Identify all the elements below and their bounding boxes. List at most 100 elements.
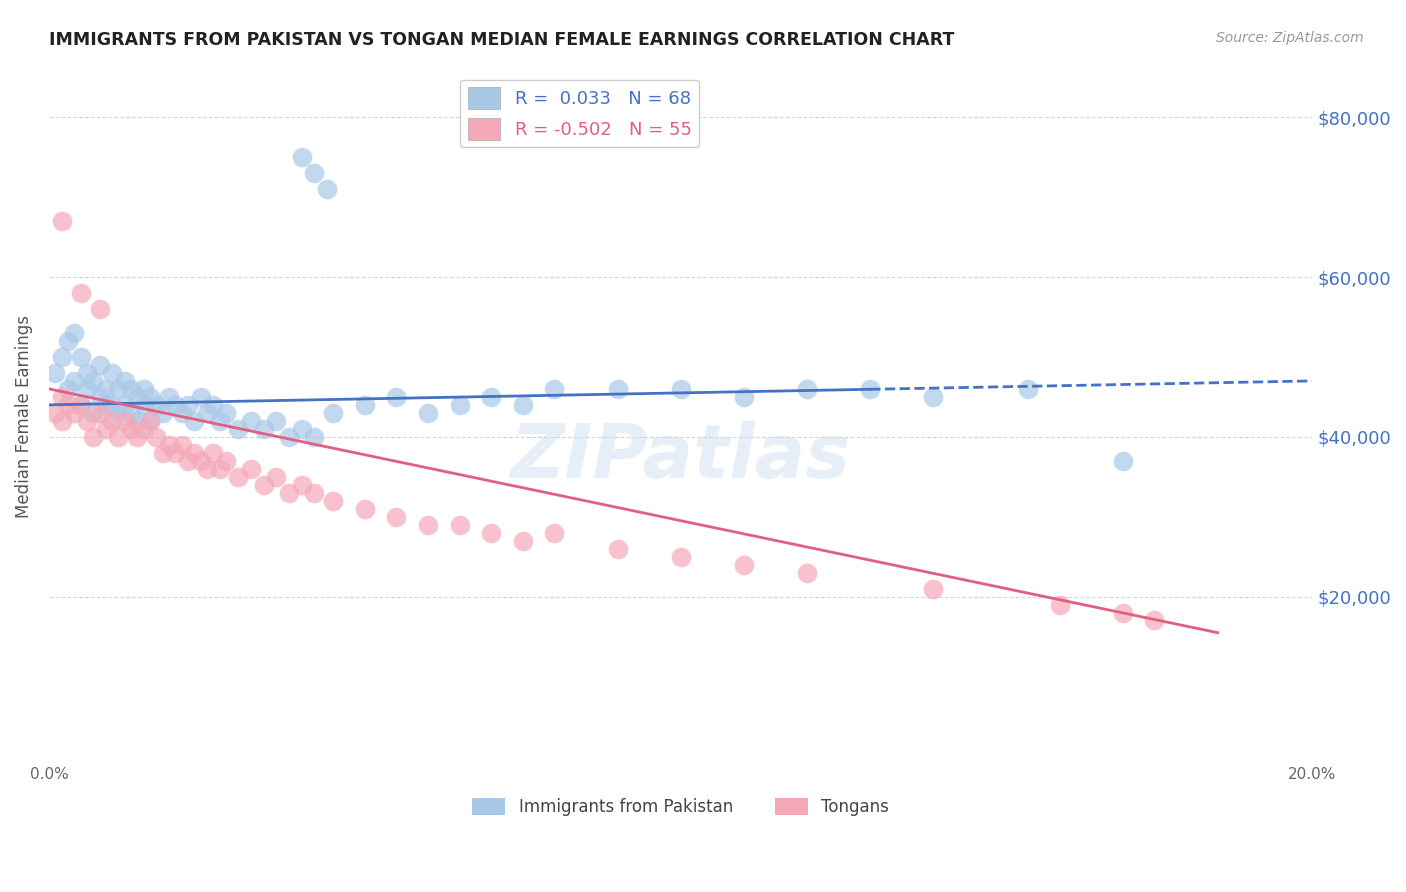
Point (1143, 614, 1166, 628)
Point (202, 446, 225, 460)
Point (669, 382, 692, 396)
Point (145, 430, 167, 444)
Point (796, 566, 818, 580)
Point (82, 374, 104, 388)
Point (120, 406, 142, 420)
Point (669, 549, 692, 564)
Point (94, 382, 117, 396)
Point (69, 398, 91, 412)
Point (120, 422, 142, 436)
Point (139, 414, 162, 428)
Point (240, 462, 263, 476)
Point (69, 398, 91, 412)
Point (253, 477, 276, 491)
Point (127, 430, 149, 444)
Point (101, 366, 124, 380)
Point (240, 414, 263, 428)
Point (183, 414, 205, 428)
Point (94, 422, 117, 436)
Point (253, 422, 276, 436)
Point (322, 406, 344, 420)
Point (266, 414, 288, 428)
Point (606, 382, 628, 396)
Point (145, 398, 167, 412)
Point (202, 398, 225, 412)
Point (190, 390, 212, 404)
Point (606, 541, 628, 556)
Point (69, 286, 91, 301)
Text: IMMIGRANTS FROM PAKISTAN VS TONGAN MEDIAN FEMALE EARNINGS CORRELATION CHART: IMMIGRANTS FROM PAKISTAN VS TONGAN MEDIA… (49, 31, 955, 49)
Point (44, 406, 66, 420)
Point (922, 582, 945, 596)
Point (1112, 606, 1135, 620)
Point (56, 334, 79, 348)
Point (195, 406, 218, 420)
Point (215, 406, 238, 420)
Point (165, 398, 187, 412)
Point (479, 525, 502, 540)
Point (922, 390, 945, 404)
Point (1049, 598, 1071, 612)
Point (177, 398, 200, 412)
Point (304, 430, 326, 444)
Point (228, 422, 250, 436)
Point (101, 398, 124, 412)
Point (543, 525, 565, 540)
Point (228, 469, 250, 483)
Point (114, 374, 136, 388)
Point (733, 558, 755, 572)
Point (512, 533, 534, 548)
Point (416, 517, 439, 532)
Point (107, 430, 129, 444)
Point (733, 390, 755, 404)
Point (385, 390, 408, 404)
Point (157, 390, 180, 404)
Point (56, 382, 79, 396)
Point (56, 398, 79, 412)
Point (51, 390, 73, 404)
Point (165, 446, 187, 460)
Point (114, 414, 136, 428)
Point (278, 430, 301, 444)
Point (304, 166, 326, 180)
Point (291, 422, 314, 436)
Point (63, 406, 86, 420)
Point (195, 462, 218, 476)
Point (183, 446, 205, 460)
Text: ZIPatlas: ZIPatlas (510, 421, 851, 494)
Point (353, 501, 375, 516)
Point (291, 477, 314, 491)
Point (89, 358, 111, 372)
Point (416, 406, 439, 420)
Point (512, 398, 534, 412)
Y-axis label: Median Female Earnings: Median Female Earnings (15, 316, 32, 518)
Legend: Immigrants from Pakistan, Tongans: Immigrants from Pakistan, Tongans (465, 791, 896, 822)
Point (543, 382, 565, 396)
Point (304, 485, 326, 500)
Point (170, 438, 193, 452)
Point (479, 390, 502, 404)
Point (1112, 454, 1135, 468)
Point (449, 517, 471, 532)
Point (385, 509, 408, 524)
Point (44, 366, 66, 380)
Point (322, 493, 344, 508)
Point (449, 398, 471, 412)
Point (101, 414, 124, 428)
Point (291, 150, 314, 164)
Point (89, 301, 111, 316)
Point (69, 350, 91, 364)
Point (107, 406, 129, 420)
Point (152, 406, 174, 420)
Point (107, 382, 129, 396)
Point (89, 406, 111, 420)
Point (1017, 382, 1039, 396)
Point (63, 326, 86, 340)
Point (157, 438, 180, 452)
Point (120, 382, 142, 396)
Point (132, 382, 155, 396)
Point (132, 398, 155, 412)
Point (76, 414, 98, 428)
Point (127, 390, 149, 404)
Point (859, 382, 882, 396)
